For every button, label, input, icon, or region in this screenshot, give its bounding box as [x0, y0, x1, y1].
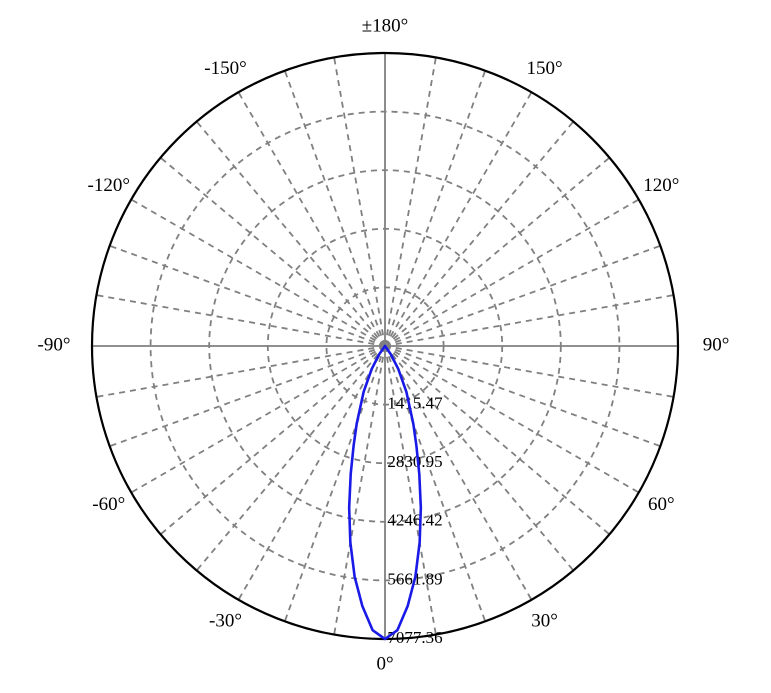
- grid-spoke: [385, 295, 674, 346]
- grid-spoke: [385, 57, 436, 346]
- grid-spoke: [131, 346, 385, 493]
- angle-label: -150°: [204, 58, 246, 79]
- ring-label: 1415.47: [387, 394, 443, 413]
- grid-spoke: [131, 200, 385, 347]
- grid-spoke: [96, 346, 385, 397]
- grid-spoke: [334, 57, 385, 346]
- angle-label: 60°: [648, 494, 675, 515]
- angle-label: -60°: [92, 494, 125, 515]
- angle-label: 30°: [531, 611, 558, 632]
- angle-label: 90°: [703, 334, 730, 355]
- grid-spoke: [385, 200, 639, 347]
- angle-label: 150°: [526, 58, 562, 79]
- ring-label: 4246.42: [387, 511, 442, 530]
- angle-label: -120°: [88, 175, 130, 196]
- grid-spoke: [239, 92, 386, 346]
- grid-spoke: [96, 295, 385, 346]
- angle-label: 0°: [376, 653, 393, 674]
- grid-spoke: [385, 346, 674, 397]
- angle-label: 120°: [643, 175, 679, 196]
- grid-spoke: [285, 346, 385, 621]
- ring-label: 2830.95: [387, 452, 442, 471]
- grid-spoke: [385, 346, 532, 600]
- angle-label: ±180°: [362, 15, 409, 36]
- angle-label: -30°: [209, 611, 242, 632]
- grid-spoke: [385, 92, 532, 346]
- polar-chart: 1415.472830.954246.425661.897077.36 ±180…: [0, 0, 771, 693]
- grid-spoke: [385, 71, 485, 346]
- grid-spoke: [239, 346, 386, 600]
- angle-label: -90°: [38, 334, 71, 355]
